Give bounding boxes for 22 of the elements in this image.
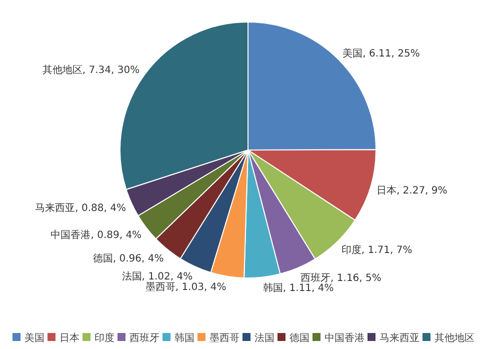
data-label: 德国, 0.96, 4% [92, 253, 164, 264]
data-label: 其他地区, 7.34, 30% [42, 64, 140, 76]
legend-label: 马来西亚 [380, 332, 420, 344]
legend-label: 印度 [94, 332, 114, 344]
data-label: 墨西哥, 1.03, 4% [145, 282, 226, 294]
legend-label: 美国 [24, 332, 44, 344]
legend-label: 法国 [254, 332, 274, 344]
data-label: 法国, 1.02, 4% [122, 270, 193, 283]
data-label: 马来西亚, 0.88, 4% [35, 202, 126, 214]
legend-label: 墨西哥 [210, 333, 240, 344]
legend-label: 其他地区 [434, 332, 474, 344]
data-label: 西班牙, 1.16, 5% [300, 272, 382, 284]
legend-label: 中国香港 [324, 332, 364, 344]
data-label: 美国, 6.11, 25% [342, 47, 420, 60]
legend-label: 西班牙 [130, 332, 160, 344]
data-label: 中国香港, 0.89, 4% [50, 228, 142, 241]
data-label: 印度, 1.71, 7% [341, 244, 412, 256]
legend-label: 日本 [60, 332, 80, 344]
legend-label: 德国 [290, 333, 310, 344]
data-label: 韩国, 1.11, 4% [262, 282, 334, 294]
legend-label: 韩国 [174, 332, 194, 344]
data-label: 日本, 2.27, 9% [376, 184, 448, 196]
